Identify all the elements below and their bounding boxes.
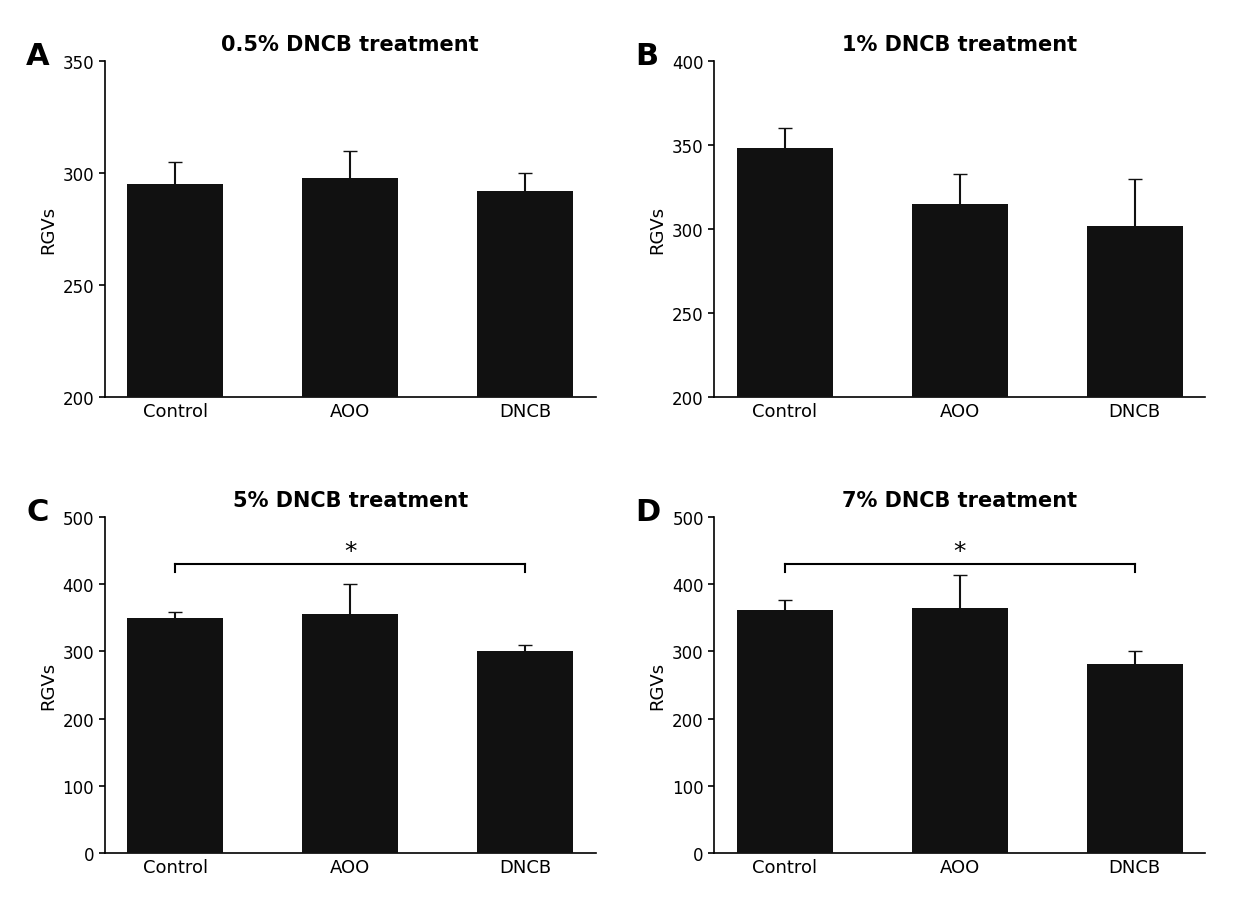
Title: 1% DNCB treatment: 1% DNCB treatment [842, 35, 1078, 55]
Bar [303, 615, 398, 854]
Bar [911, 205, 1008, 398]
Bar [911, 608, 1008, 854]
Bar [1086, 664, 1183, 854]
Y-axis label: RGVs: RGVs [649, 661, 667, 710]
Bar [126, 619, 223, 854]
Text: D: D [636, 497, 661, 526]
Bar [477, 651, 573, 854]
Bar [737, 610, 833, 854]
Text: *: * [343, 539, 356, 563]
Text: *: * [954, 539, 966, 563]
Y-axis label: RGVs: RGVs [38, 661, 57, 710]
Bar [126, 185, 223, 398]
Title: 5% DNCB treatment: 5% DNCB treatment [233, 490, 467, 510]
Bar [1086, 227, 1183, 398]
Y-axis label: RGVs: RGVs [649, 206, 667, 254]
Text: A: A [26, 42, 50, 70]
Title: 7% DNCB treatment: 7% DNCB treatment [842, 490, 1078, 510]
Text: B: B [636, 42, 658, 70]
Title: 0.5% DNCB treatment: 0.5% DNCB treatment [222, 35, 479, 55]
Y-axis label: RGVs: RGVs [38, 206, 57, 254]
Bar [477, 192, 573, 398]
Bar [303, 179, 398, 398]
Text: C: C [26, 497, 48, 526]
Bar [737, 149, 833, 398]
